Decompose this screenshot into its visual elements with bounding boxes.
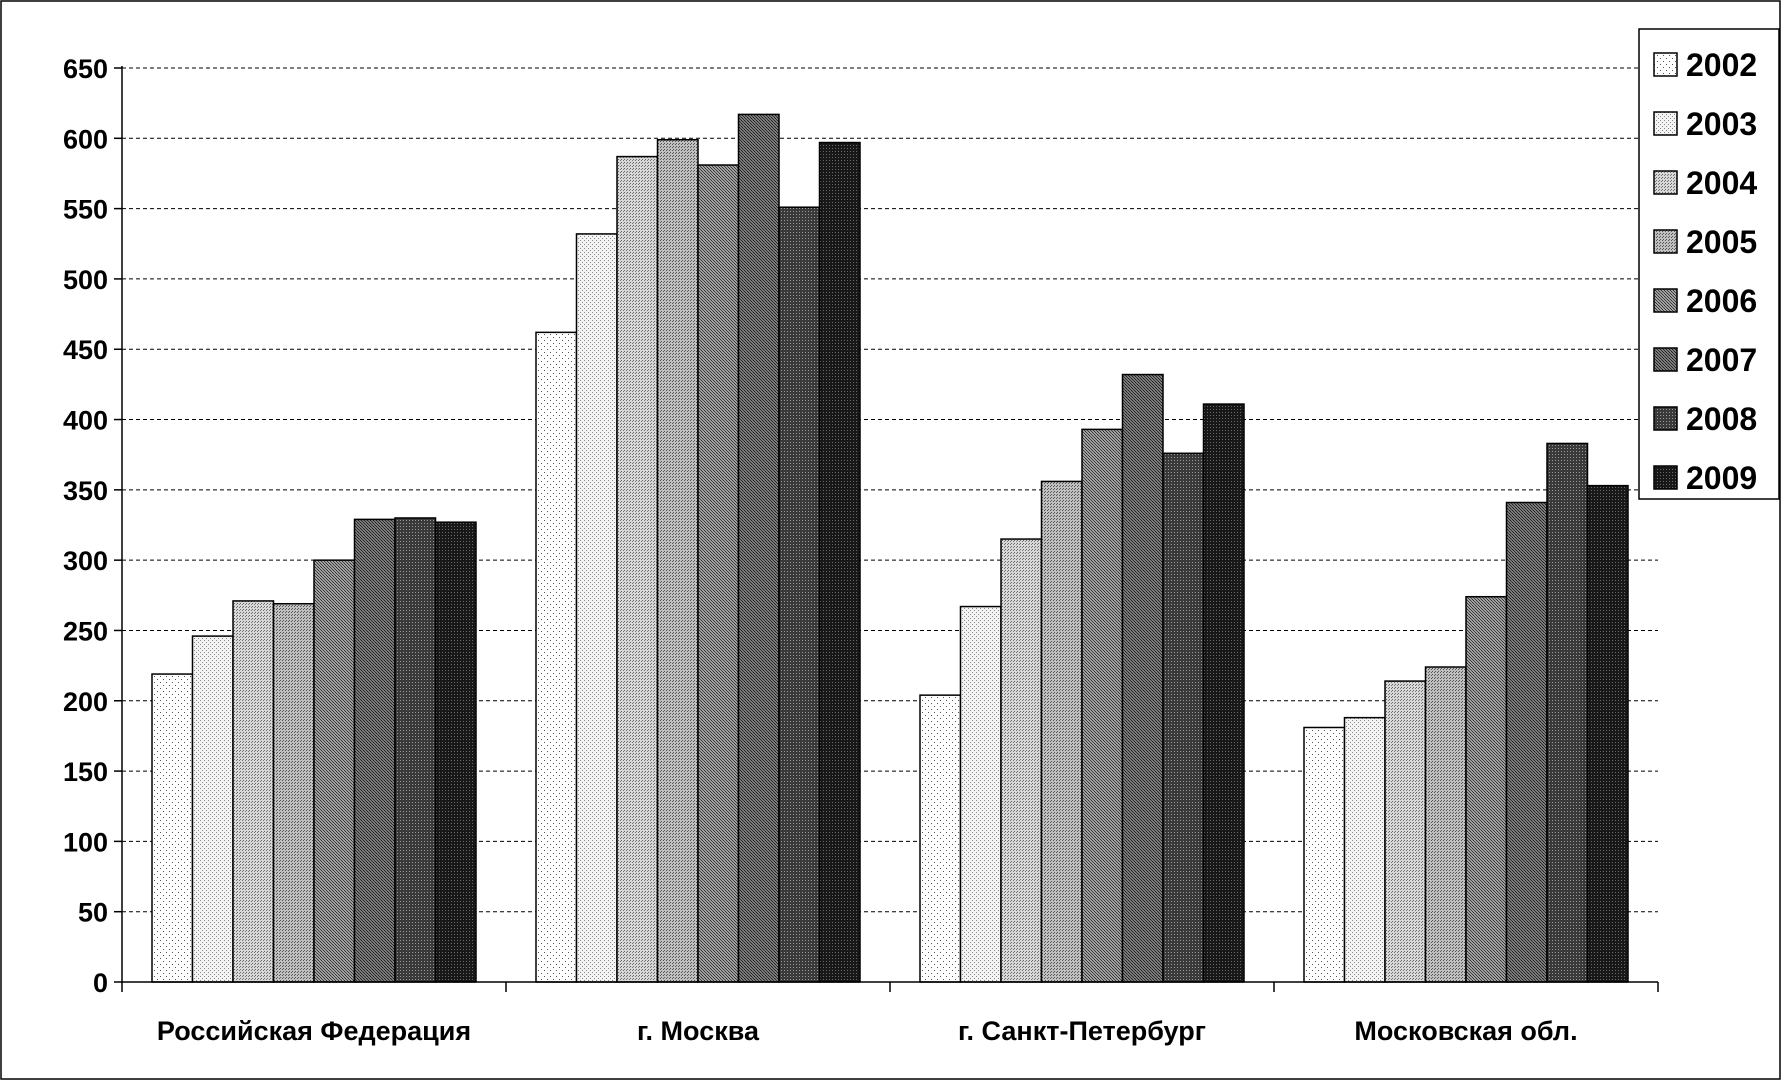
- bar-2009-2: [1202, 403, 1245, 983]
- category-label: г. Санкт-Петербург: [958, 1016, 1206, 1046]
- y-tick-label: 450: [63, 335, 108, 365]
- bar-2007-1: [737, 113, 780, 983]
- bars: [151, 113, 1629, 983]
- legend-swatch-2003: [1653, 111, 1678, 136]
- bar-2004-3: [1384, 680, 1427, 983]
- legend-swatch-2007: [1653, 347, 1678, 372]
- bar-2005-2: [1040, 480, 1083, 983]
- bar-2004-2: [1000, 538, 1043, 983]
- y-tick-label: 400: [63, 406, 108, 436]
- y-tick-label: 550: [63, 195, 108, 225]
- y-tick-label: 300: [63, 546, 108, 576]
- bar-2002-1: [535, 331, 578, 983]
- category-label: г. Москва: [637, 1016, 760, 1046]
- bar-2002-0: [151, 673, 194, 983]
- y-tick-label: 600: [63, 124, 108, 154]
- bar-2006-1: [697, 164, 740, 983]
- legend-label: 2002: [1686, 47, 1757, 83]
- legend-swatch-2004: [1653, 170, 1678, 195]
- bar-2003-0: [191, 635, 234, 983]
- bar-2007-2: [1121, 373, 1164, 983]
- category-label: Московская обл.: [1354, 1016, 1577, 1046]
- y-tick-label: 650: [63, 54, 108, 84]
- bar-2005-0: [272, 602, 315, 983]
- bar-2009-1: [818, 141, 861, 983]
- legend-label: 2007: [1686, 342, 1757, 378]
- bar-2006-3: [1465, 595, 1508, 983]
- y-tick-label: 250: [63, 616, 108, 646]
- bar-2008-2: [1162, 452, 1205, 983]
- bar-2009-0: [434, 521, 477, 983]
- x-axis-labels: Российская Федерация г. Москва г. Санкт-Пе…: [157, 1016, 1578, 1046]
- y-axis-ticks: 0 50 100 150 200 250 300 350 400 450 500 550 600 650: [63, 54, 122, 998]
- legend-label: 2004: [1686, 165, 1757, 201]
- y-tick-label: 150: [63, 757, 108, 787]
- y-tick-label: 100: [63, 827, 108, 857]
- axes: [121, 66, 1659, 992]
- legend-label: 2003: [1686, 106, 1757, 142]
- bar-2008-0: [394, 517, 437, 983]
- y-tick-label: 200: [63, 687, 108, 717]
- legend-swatch-2008: [1653, 406, 1678, 431]
- legend-label: 2008: [1686, 401, 1757, 437]
- bar-2002-2: [919, 694, 962, 983]
- bar-2005-1: [656, 138, 699, 983]
- bar-2003-1: [575, 233, 618, 983]
- bar-2006-2: [1081, 428, 1124, 983]
- y-tick-label: 350: [63, 476, 108, 506]
- bar-2009-3: [1586, 484, 1629, 983]
- bar-2003-2: [959, 605, 1002, 983]
- bar-2007-0: [353, 518, 396, 983]
- category-label: Российская Федерация: [157, 1016, 471, 1046]
- bar-2005-3: [1424, 666, 1467, 983]
- bar-2002-3: [1303, 726, 1346, 983]
- bar-2007-3: [1505, 501, 1548, 983]
- bar-2008-1: [778, 206, 821, 983]
- legend-label: 2005: [1686, 224, 1757, 260]
- y-tick-label: 50: [78, 898, 108, 928]
- bar-2004-0: [232, 600, 275, 983]
- legend-swatch-2006: [1653, 288, 1678, 313]
- bar-2003-3: [1343, 716, 1386, 983]
- legend-swatch-2002: [1653, 52, 1678, 77]
- legend-label: 2006: [1686, 283, 1757, 319]
- legend: 2002 2003 2004 2005 2006 2007 2008 2009: [1638, 28, 1780, 500]
- y-tick-label: 500: [63, 265, 108, 295]
- legend-swatch-2009: [1653, 465, 1678, 490]
- bar-2008-3: [1546, 442, 1589, 983]
- y-tick-label: 0: [93, 968, 108, 998]
- legend-label: 2009: [1686, 460, 1757, 496]
- bar-2006-0: [313, 559, 356, 983]
- legend-swatch-2005: [1653, 229, 1678, 254]
- bar-2004-1: [616, 155, 659, 983]
